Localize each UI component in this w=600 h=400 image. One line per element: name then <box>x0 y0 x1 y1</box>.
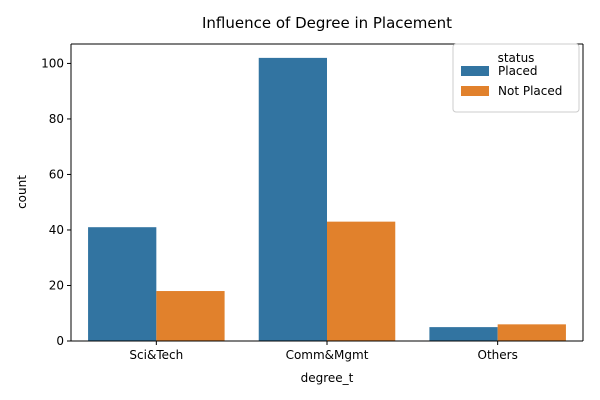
legend-swatch <box>461 66 489 76</box>
legend-title: status <box>498 51 535 65</box>
y-tick-label: 60 <box>49 167 64 181</box>
y-axis-label: count <box>15 175 29 209</box>
bar-not-placed-others <box>497 324 566 341</box>
y-tick-label: 20 <box>49 278 64 292</box>
bar-not-placed-sci-tech <box>156 291 225 341</box>
y-tick-label: 80 <box>49 112 64 126</box>
bar-placed-others <box>429 327 498 341</box>
bar-not-placed-comm-mgmt <box>327 221 396 341</box>
x-tick-label: Comm&Mgmt <box>286 348 369 362</box>
y-tick-label: 100 <box>41 56 64 70</box>
legend-entry-label: Placed <box>498 64 538 78</box>
bar-placed-comm-mgmt <box>258 57 327 341</box>
legend: status Placed Not Placed <box>452 43 580 113</box>
y-tick-label: 0 <box>56 334 64 348</box>
chart-title: Influence of Degree in Placement <box>202 14 452 32</box>
x-axis-label: degree_t <box>301 371 354 385</box>
y-tick-label: 40 <box>49 223 64 237</box>
x-tick-label: Sci&Tech <box>129 348 183 362</box>
bar-placed-sci-tech <box>88 227 157 341</box>
x-tick-label: Others <box>478 348 518 362</box>
legend-entry-label: Not Placed <box>498 84 562 98</box>
legend-swatch <box>461 86 489 96</box>
plot-area: 0 20 40 60 80 100 Sci&Tech Comm&Mgmt Others <box>41 43 584 362</box>
